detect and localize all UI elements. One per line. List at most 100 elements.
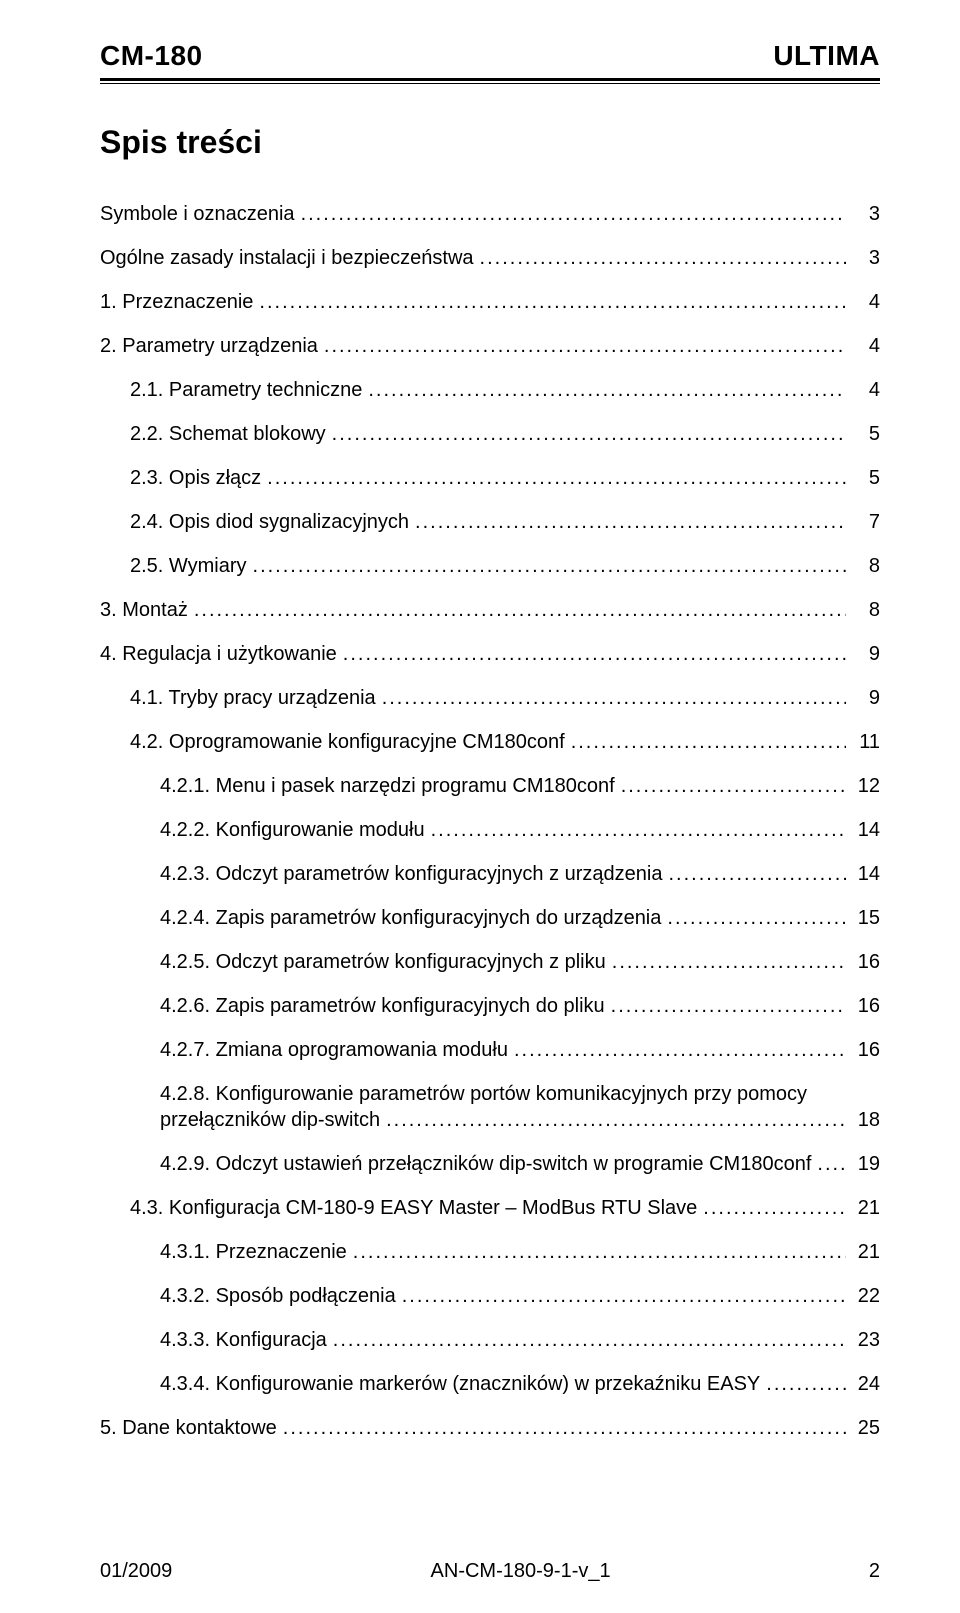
toc-label: 4.3. Konfiguracja CM-180-9 EASY Master –… [130, 1195, 701, 1221]
toc-leader [283, 1415, 846, 1441]
toc: Symbole i oznaczenia3Ogólne zasady insta… [100, 201, 880, 1441]
toc-item: 4.3.4. Konfigurowanie markerów (znacznik… [100, 1371, 880, 1397]
toc-item: 2.1. Parametry techniczne 4 [100, 377, 880, 403]
toc-item: 4.2.8. Konfigurowanie parametrów portów … [100, 1081, 880, 1133]
toc-item: 5. Dane kontaktowe 25 [100, 1415, 880, 1441]
toc-label: 4.2.4. Zapis parametrów konfiguracyjnych… [160, 905, 665, 931]
toc-leader [480, 245, 846, 271]
toc-leader [817, 1151, 846, 1177]
toc-leader [301, 201, 846, 227]
toc-leader [332, 421, 846, 447]
toc-label: 4.3.4. Konfigurowanie markerów (znacznik… [160, 1371, 764, 1397]
toc-page: 16 [848, 949, 880, 975]
toc-page: 8 [848, 597, 880, 623]
toc-label: 4.3.1. Przeznaczenie [160, 1239, 351, 1265]
toc-page: 19 [848, 1151, 880, 1177]
toc-item: 4.3.3. Konfiguracja 23 [100, 1327, 880, 1353]
toc-label: 4.2.1. Menu i pasek narzędzi programu CM… [160, 773, 619, 799]
page: CM-180 ULTIMA Spis treści Symbole i ozna… [0, 0, 960, 1613]
toc-label: przełączników dip-switch [160, 1107, 384, 1133]
toc-label: 4.2.2. Konfigurowanie modułu [160, 817, 429, 843]
toc-label: 2.3. Opis złącz [130, 465, 265, 491]
toc-page: 4 [848, 377, 880, 403]
toc-leader [667, 905, 846, 931]
toc-label: 2.5. Wymiary [130, 553, 251, 579]
toc-leader [611, 993, 846, 1019]
toc-page: 8 [848, 553, 880, 579]
toc-page: 21 [848, 1239, 880, 1265]
toc-label: 4.2.3. Odczyt parametrów konfiguracyjnyc… [160, 861, 666, 887]
header-left: CM-180 [100, 40, 203, 72]
footer-center: AN-CM-180-9-1-v_1 [431, 1560, 611, 1583]
toc-item: 2.5. Wymiary 8 [100, 553, 880, 579]
toc-page: 14 [848, 817, 880, 843]
toc-leader [431, 817, 846, 843]
toc-label: Ogólne zasady instalacji i bezpieczeństw… [100, 245, 478, 271]
toc-label: 4.1. Tryby pracy urządzenia [130, 685, 380, 711]
toc-page: 4 [848, 333, 880, 359]
toc-leader [621, 773, 846, 799]
toc-leader [343, 641, 846, 667]
toc-page: 18 [848, 1107, 880, 1133]
toc-page: 15 [848, 905, 880, 931]
toc-leader [766, 1371, 846, 1397]
page-header: CM-180 ULTIMA [100, 40, 880, 76]
toc-leader [259, 289, 846, 315]
toc-item: 4.2.3. Odczyt parametrów konfiguracyjnyc… [100, 861, 880, 887]
toc-title: Spis treści [100, 124, 880, 161]
footer-right: 2 [869, 1560, 880, 1583]
toc-leader [703, 1195, 846, 1221]
toc-label: 3. Montaż [100, 597, 192, 623]
toc-label: 4.3.3. Konfiguracja [160, 1327, 331, 1353]
toc-page: 23 [848, 1327, 880, 1353]
toc-item: 4.3. Konfiguracja CM-180-9 EASY Master –… [100, 1195, 880, 1221]
toc-label: 4. Regulacja i użytkowanie [100, 641, 341, 667]
toc-label: 5. Dane kontaktowe [100, 1415, 281, 1441]
toc-page: 3 [848, 201, 880, 227]
toc-page: 5 [848, 421, 880, 447]
toc-item: 4.2.4. Zapis parametrów konfiguracyjnych… [100, 905, 880, 931]
toc-item: 4.2.7. Zmiana oprogramowania modułu16 [100, 1037, 880, 1063]
toc-page: 16 [848, 993, 880, 1019]
toc-leader [612, 949, 846, 975]
toc-label: 4.2.8. Konfigurowanie parametrów portów … [160, 1081, 880, 1107]
toc-label: 2.2. Schemat blokowy [130, 421, 330, 447]
toc-leader [253, 553, 846, 579]
toc-page: 12 [848, 773, 880, 799]
toc-item: 3. Montaż 8 [100, 597, 880, 623]
toc-leader [415, 509, 846, 535]
toc-label: 4.2. Oprogramowanie konfiguracyjne CM180… [130, 729, 569, 755]
toc-leader [194, 597, 846, 623]
toc-label: 4.2.5. Odczyt parametrów konfiguracyjnyc… [160, 949, 610, 975]
toc-item: 2.2. Schemat blokowy 5 [100, 421, 880, 447]
toc-label: 4.2.9. Odczyt ustawień przełączników dip… [160, 1151, 815, 1177]
toc-leader [402, 1283, 846, 1309]
toc-label: 1. Przeznaczenie [100, 289, 257, 315]
toc-leader [324, 333, 846, 359]
toc-leader [386, 1107, 846, 1133]
toc-item: 4.3.2. Sposób podłączenia22 [100, 1283, 880, 1309]
toc-item: 4.2.9. Odczyt ustawień przełączników dip… [100, 1151, 880, 1177]
toc-item: 4.2.2. Konfigurowanie modułu 14 [100, 817, 880, 843]
toc-page: 7 [848, 509, 880, 535]
toc-page: 9 [848, 641, 880, 667]
toc-leader [514, 1037, 846, 1063]
toc-item: 2.4. Opis diod sygnalizacyjnych7 [100, 509, 880, 535]
toc-leader [668, 861, 846, 887]
toc-page: 24 [848, 1371, 880, 1397]
toc-item: 4.2. Oprogramowanie konfiguracyjne CM180… [100, 729, 880, 755]
toc-label: 2.1. Parametry techniczne [130, 377, 366, 403]
toc-page: 25 [848, 1415, 880, 1441]
toc-page: 3 [848, 245, 880, 271]
toc-page: 21 [848, 1195, 880, 1221]
toc-line2: przełączników dip-switch 18 [160, 1107, 880, 1133]
toc-leader [368, 377, 846, 403]
toc-label: 2. Parametry urządzenia [100, 333, 322, 359]
toc-page: 14 [848, 861, 880, 887]
toc-item: 2.3. Opis złącz 5 [100, 465, 880, 491]
toc-item: 4.2.5. Odczyt parametrów konfiguracyjnyc… [100, 949, 880, 975]
toc-page: 5 [848, 465, 880, 491]
footer-left: 01/2009 [100, 1560, 172, 1583]
header-right: ULTIMA [773, 40, 880, 72]
toc-leader [333, 1327, 846, 1353]
